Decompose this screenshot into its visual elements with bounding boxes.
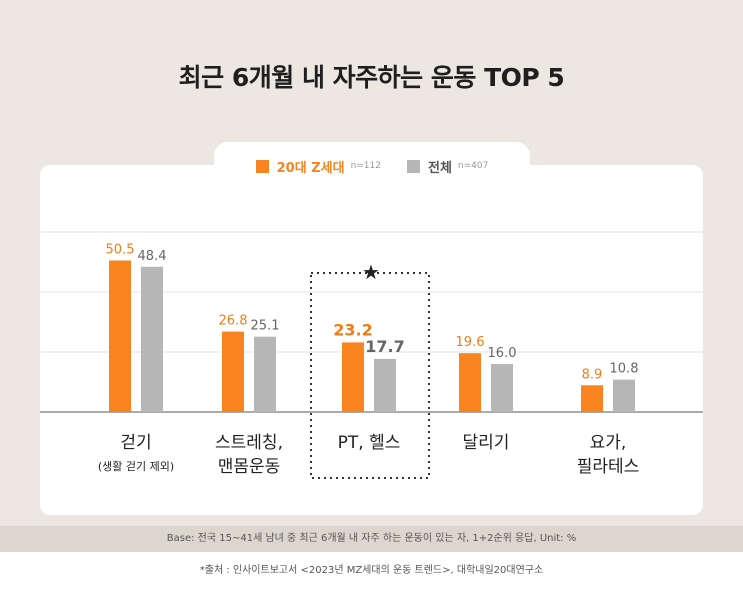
bar-total-0 — [141, 266, 163, 412]
value-label-gen-z-4: 8.9 — [582, 367, 603, 382]
category-label-3: 달리기 — [463, 433, 510, 453]
legend-item-total: 전체 n=407 — [407, 157, 488, 176]
legend-n-total: n=407 — [457, 161, 489, 171]
bar-gen-z-1 — [222, 331, 244, 412]
bar-gen-z-3 — [459, 353, 481, 412]
legend: 20대 Z세대 n=112 전체 n=407 — [214, 152, 530, 180]
base-note: Base: 전국 15~41세 남녀 중 최근 6개월 내 자주 하는 운동이 … — [0, 526, 743, 552]
bar-gen-z-4 — [581, 385, 603, 412]
value-label-gen-z-3: 19.6 — [456, 335, 485, 350]
category-sublabel-0: (생활 걷기 제외) — [98, 459, 174, 473]
value-label-total-2: 17.7 — [365, 337, 404, 356]
value-label-gen-z-1: 26.8 — [219, 314, 248, 329]
legend-label-total: 전체 — [428, 160, 452, 176]
bar-total-1 — [254, 336, 276, 412]
legend-swatch-gen-z — [255, 159, 269, 173]
legend-label-gen-z: 20대 Z세대 — [276, 160, 345, 176]
value-label-gen-z-2: 23.2 — [333, 320, 372, 339]
category-label-1: 스트레칭, — [215, 433, 283, 453]
category-label-0: 걷기 — [120, 433, 151, 453]
value-label-total-4: 10.8 — [610, 362, 639, 377]
category-sublabel-1: 맨몸운동 — [218, 457, 281, 477]
category-label-2: PT, 헬스 — [338, 433, 401, 453]
chart-title: 최근 6개월 내 자주하는 운동 TOP 5 — [178, 63, 565, 92]
value-label-gen-z-0: 50.5 — [106, 243, 135, 258]
category-sublabel-4: 필라테스 — [577, 457, 640, 477]
category-label-4: 요가, — [590, 433, 627, 453]
bar-total-2 — [374, 358, 396, 412]
bar-gen-z-0 — [109, 260, 131, 412]
value-label-total-0: 48.4 — [138, 249, 167, 264]
bar-total-4 — [613, 379, 635, 412]
legend-n-gen-z: n=112 — [350, 161, 381, 171]
legend-swatch-total — [407, 159, 420, 173]
source-note: *출처 : 인사이트보고서 <2023년 MZ세대의 운동 트렌드>, 대학내일… — [0, 552, 743, 589]
star-icon: ★ — [362, 260, 380, 284]
bar-total-3 — [491, 364, 513, 412]
legend-item-gen-z: 20대 Z세대 n=112 — [255, 157, 381, 176]
value-label-total-3: 16.0 — [488, 346, 517, 361]
bar-gen-z-2 — [342, 342, 364, 412]
value-label-total-1: 25.1 — [251, 319, 280, 334]
